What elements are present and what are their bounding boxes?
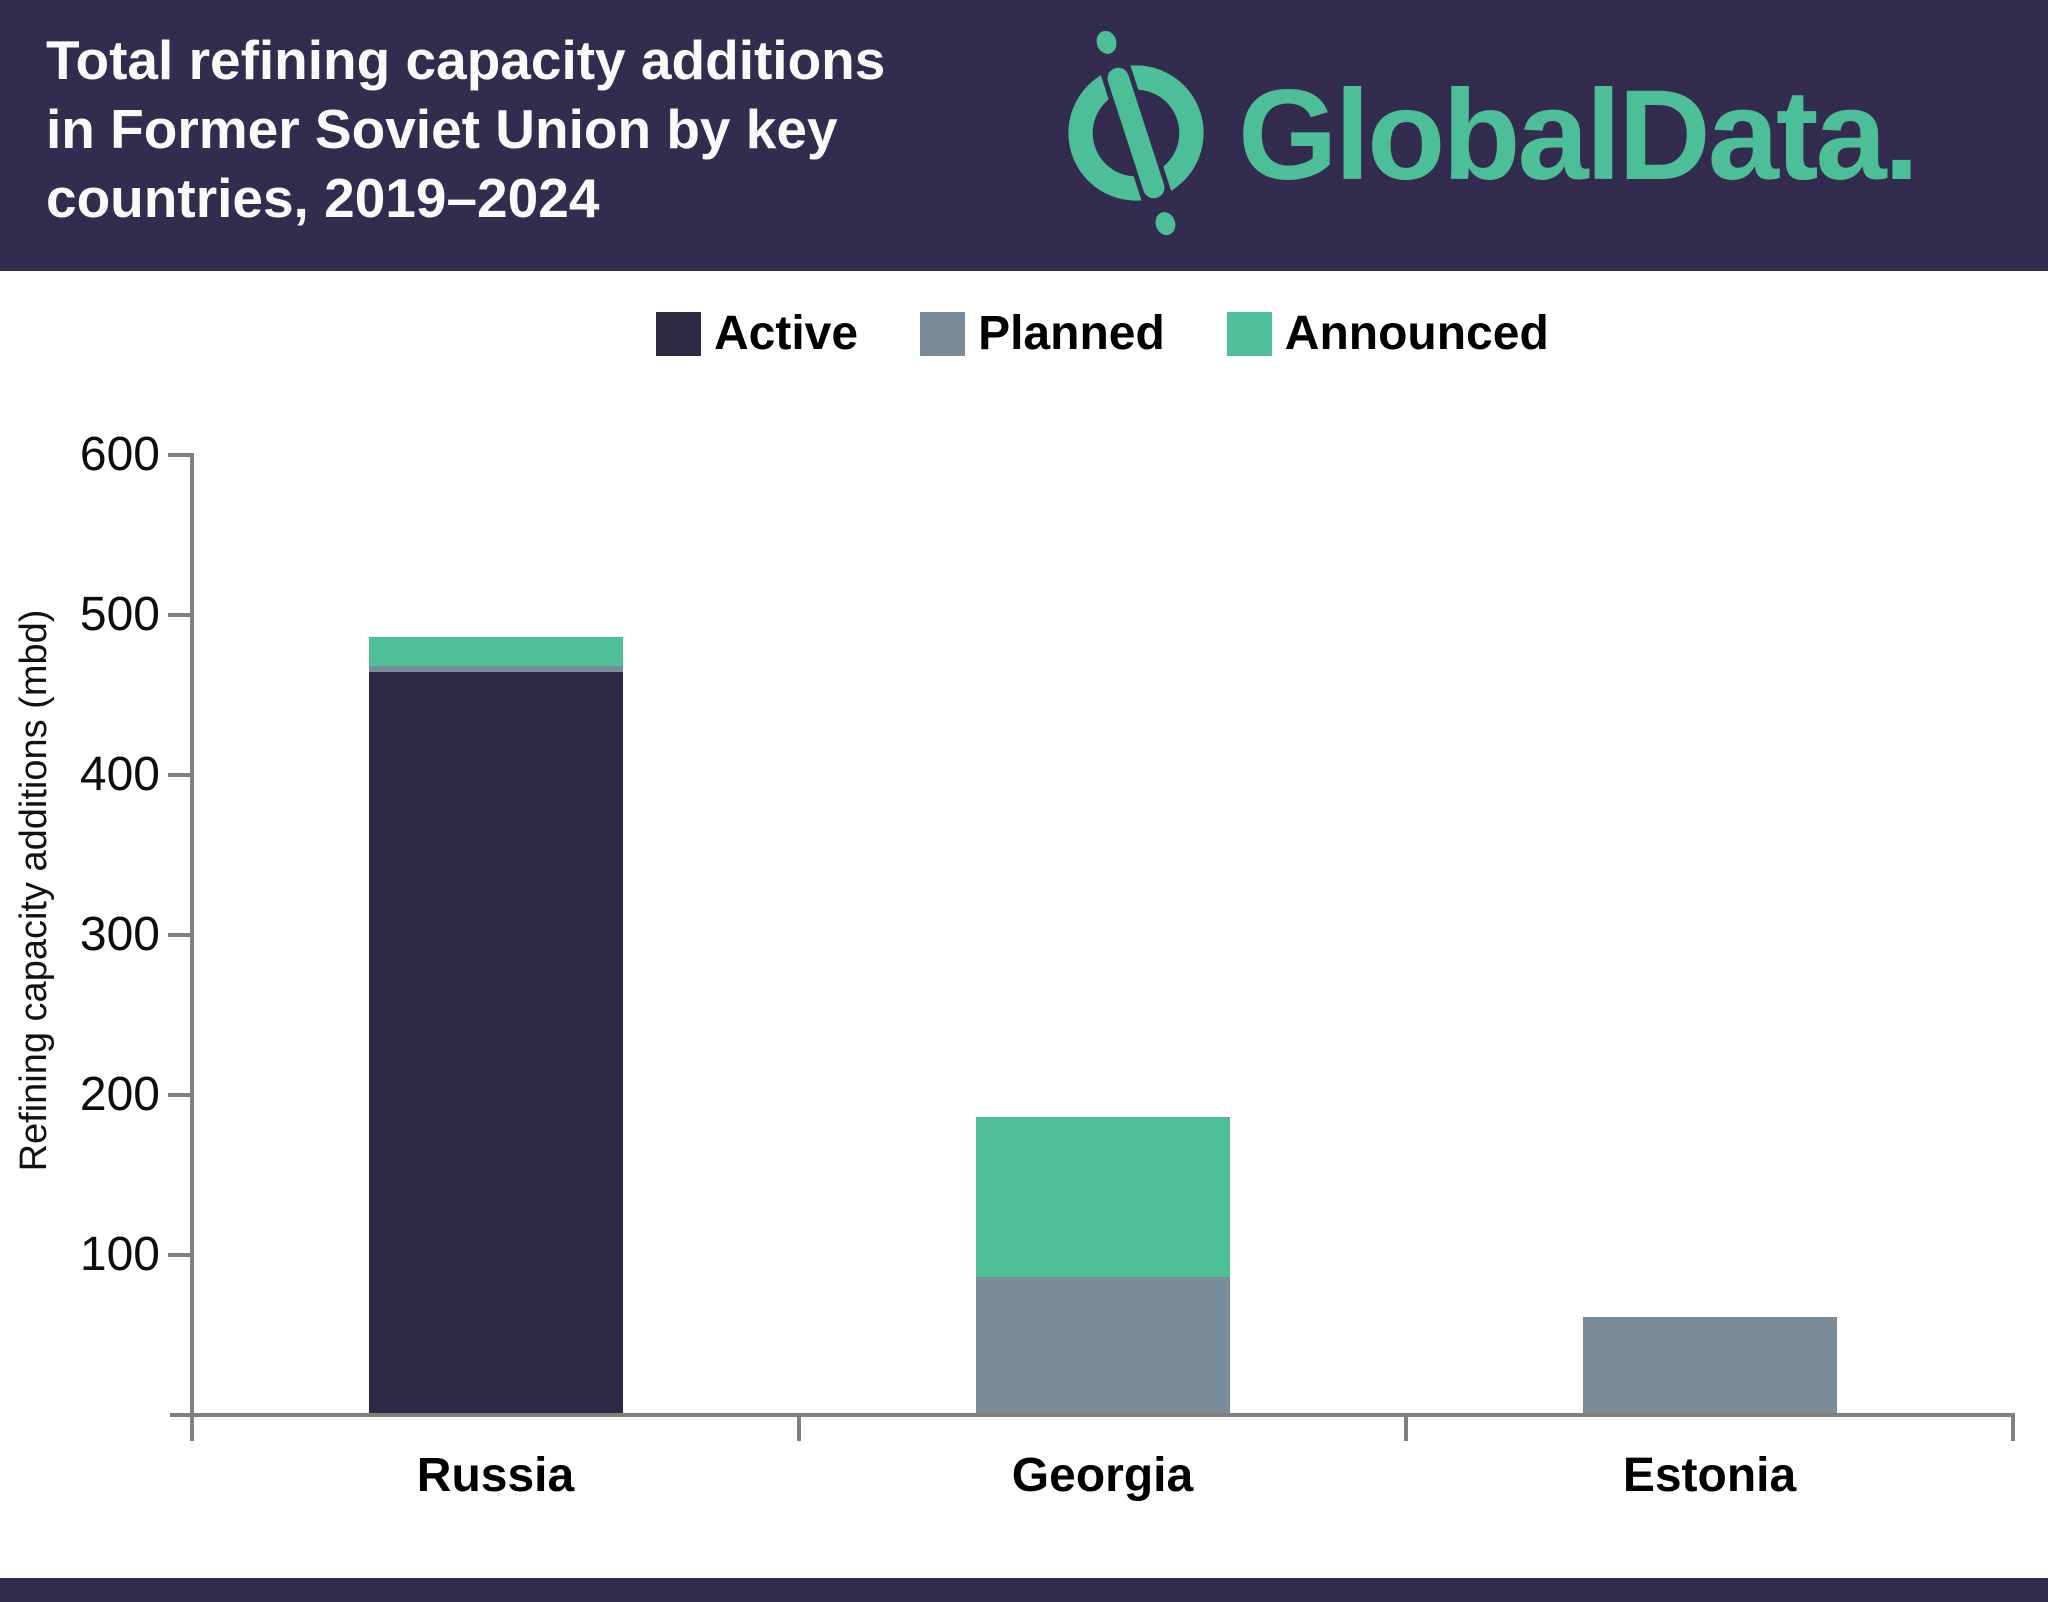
- category-label-russia: Russia: [416, 1449, 575, 1502]
- x-separator-tick-2: [1404, 1415, 1408, 1441]
- y-tick-label-600: 600: [79, 428, 160, 481]
- y-tick-300: [168, 933, 192, 937]
- header-band: Total refining capacity additions in For…: [0, 0, 2048, 271]
- bar-russia-planned: [368, 665, 623, 673]
- legend-swatch-announced: [1226, 312, 1272, 356]
- legend-item-active: Active: [656, 307, 859, 360]
- title-line-1: Total refining capacity additions: [46, 29, 886, 91]
- legend-swatch-active: [656, 312, 701, 356]
- x-axis-line: [170, 1413, 2015, 1417]
- y-tick-label-200: 200: [79, 1068, 160, 1121]
- bar-russia-active: [368, 672, 623, 1413]
- legend-label-active: Active: [714, 307, 859, 360]
- legend-label-announced: Announced: [1284, 307, 1549, 360]
- x-separator-tick-3: [2011, 1415, 2015, 1441]
- legend-swatch-planned: [920, 312, 966, 356]
- title-line-3: countries, 2019–2024: [46, 167, 600, 229]
- title-line-2: in Former Soviet Union by key: [46, 98, 838, 160]
- globaldata-globe-icon: [1062, 12, 1210, 254]
- legend-item-announced: Announced: [1226, 307, 1549, 360]
- y-tick-label-400: 400: [79, 748, 160, 801]
- y-axis-line: [190, 453, 194, 1441]
- footer-band: [0, 1578, 2048, 1602]
- x-separator-tick-1: [797, 1415, 801, 1441]
- y-tick-600: [168, 453, 192, 457]
- chart-title: Total refining capacity additions in For…: [46, 26, 885, 233]
- y-tick-200: [168, 1093, 192, 1097]
- bar-georgia-announced: [975, 1117, 1230, 1277]
- globaldata-wordmark: GlobalData.: [1238, 64, 1919, 207]
- legend-label-planned: Planned: [978, 307, 1165, 360]
- chart-legend: Active Planned Announced: [656, 307, 1549, 360]
- y-tick-400: [168, 773, 192, 777]
- globaldata-logo: GlobalData.: [1062, 0, 1919, 271]
- category-label-estonia: Estonia: [1622, 1449, 1797, 1502]
- x-separator-tick-0: [190, 1415, 194, 1441]
- y-tick-label-100: 100: [79, 1228, 160, 1281]
- bar-russia-announced: [368, 637, 623, 666]
- bar-georgia-planned: [975, 1277, 1230, 1413]
- bar-estonia-planned: [1582, 1317, 1837, 1413]
- category-label-georgia: Georgia: [1011, 1449, 1194, 1502]
- y-tick-label-500: 500: [79, 588, 160, 641]
- y-tick-100: [168, 1253, 192, 1257]
- y-tick-label-300: 300: [79, 908, 160, 961]
- y-tick-500: [168, 613, 192, 617]
- legend-item-planned: Planned: [920, 307, 1165, 360]
